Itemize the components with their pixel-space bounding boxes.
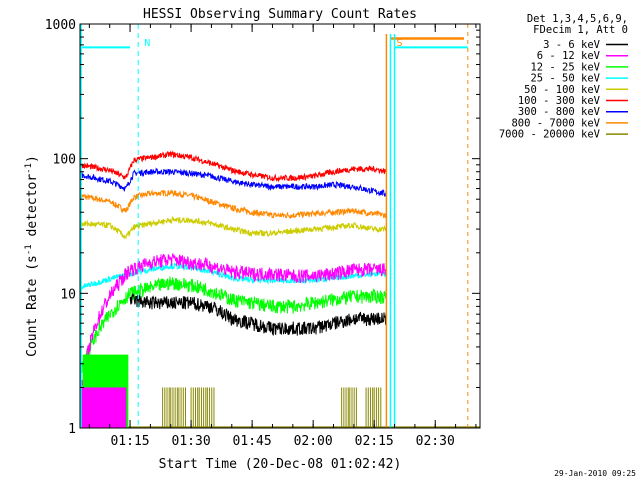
series-7-trace: [79, 189, 387, 220]
y-tick-label: 1: [68, 422, 76, 437]
legend-header-line: Det 1,3,4,5,6,9,: [527, 13, 628, 25]
x-tick-label: 01:15: [110, 434, 149, 449]
y-axis-label-sup: -1: [24, 163, 34, 174]
legend-label: 800 - 7000 keV: [511, 117, 600, 129]
plot-frame: [79, 23, 481, 429]
series-6-trace: [79, 167, 387, 198]
legend-label: 3 - 6 keV: [543, 39, 601, 51]
legend-label: 300 - 800 keV: [518, 106, 601, 118]
series-1-trace: [79, 253, 387, 407]
legend: Det 1,3,4,5,6,9,FDecim 1, Att 0 3 - 6 keV…: [499, 13, 628, 141]
axes: 1 10 100 1000 01:15 01:30 01:45 02:00 02:15 02:30: [45, 18, 481, 449]
x-tick-label: 01:30: [172, 434, 211, 449]
legend-label: 7000 - 20000 keV: [499, 129, 601, 141]
annotation-s: S: [396, 38, 402, 49]
y-axis-label-sup: -1: [24, 244, 34, 255]
y-tick-label: 100: [53, 153, 76, 168]
y-tick-label: 10: [60, 287, 76, 302]
footer-timestamp: 29-Jan-2010 09:25: [554, 469, 636, 478]
y-axis-label-part: detector: [25, 174, 40, 245]
legend-label: 50 - 100 keV: [524, 84, 601, 96]
series-2-trace: [79, 276, 387, 373]
y-axis-label: Count Rate (s-1 detector-1): [24, 155, 40, 357]
x-tick-label: 02:00: [294, 434, 333, 449]
chart-title: HESSI Observing Summary Count Rates: [143, 7, 417, 22]
legend-header-line: FDecim 1, Att 0: [533, 24, 628, 36]
x-tick-label: 02:15: [355, 434, 394, 449]
y-axis-label-part: ): [25, 155, 40, 163]
y-axis-label-part: Count Rate (s: [25, 255, 40, 357]
annotation-n: N: [144, 38, 150, 49]
legend-label: 12 - 25 keV: [530, 61, 600, 73]
legend-label: 100 - 300 keV: [518, 95, 601, 107]
legend-label: 6 - 12 keV: [537, 50, 601, 62]
series-5-trace: [79, 150, 387, 183]
x-tick-label: 01:45: [233, 434, 272, 449]
series-4-trace: [79, 215, 387, 240]
x-tick-label: 02:30: [416, 434, 455, 449]
x-axis-label: Start Time (20-Dec-08 01:02:42): [159, 457, 402, 472]
legend-label: 25 - 50 keV: [530, 73, 600, 85]
y-tick-label: 1000: [45, 18, 76, 33]
series-0-trace: [129, 293, 387, 336]
